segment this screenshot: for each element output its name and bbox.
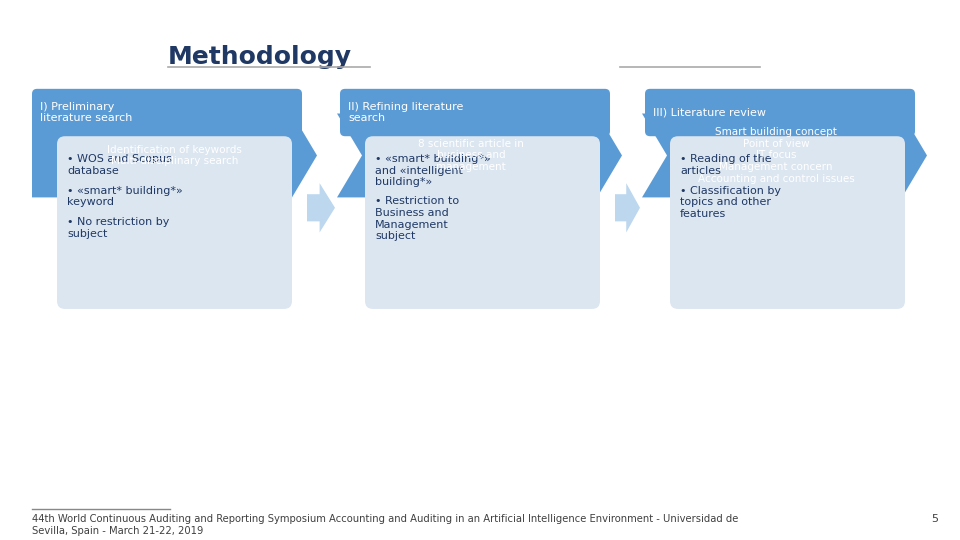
FancyBboxPatch shape	[57, 136, 292, 309]
Text: • Reading of the
articles: • Reading of the articles	[680, 154, 772, 176]
FancyBboxPatch shape	[670, 136, 905, 309]
Text: • No restriction by
subject: • No restriction by subject	[67, 217, 169, 239]
Text: Smart building concept
Point of view
IT focus
Management concern
Accounting and : Smart building concept Point of view IT …	[698, 127, 854, 184]
Polygon shape	[32, 113, 317, 198]
Text: • WOS and Scopus
database: • WOS and Scopus database	[67, 154, 172, 176]
Polygon shape	[642, 113, 927, 198]
Text: Methodology: Methodology	[168, 45, 352, 70]
FancyBboxPatch shape	[645, 89, 915, 136]
FancyArrow shape	[307, 183, 335, 232]
Polygon shape	[337, 113, 622, 198]
FancyBboxPatch shape	[32, 89, 302, 136]
Text: • «smart* building*»
keyword: • «smart* building*» keyword	[67, 186, 182, 207]
Text: • «smart* building*»
and «intelligent
building*»: • «smart* building*» and «intelligent bu…	[375, 154, 491, 187]
FancyArrow shape	[615, 183, 640, 232]
Text: • Classification by
topics and other
features: • Classification by topics and other fea…	[680, 186, 781, 219]
Text: 8 scientific article in
business and
management: 8 scientific article in business and man…	[419, 139, 524, 172]
Text: III) Literature review: III) Literature review	[653, 107, 766, 118]
Text: • Restriction to
Business and
Management
subject: • Restriction to Business and Management…	[375, 197, 459, 241]
Text: I) Preliminary
literature search: I) Preliminary literature search	[40, 102, 132, 123]
FancyBboxPatch shape	[365, 136, 600, 309]
Text: II) Refining literature
search: II) Refining literature search	[348, 102, 464, 123]
Text: 44th World Continuous Auditing and Reporting Symposium Accounting and Auditing i: 44th World Continuous Auditing and Repor…	[32, 514, 738, 536]
FancyBboxPatch shape	[340, 89, 610, 136]
Text: 5: 5	[931, 514, 938, 524]
Text: Identification of keywords
Multi-disciplinary search: Identification of keywords Multi-discipl…	[108, 145, 242, 166]
